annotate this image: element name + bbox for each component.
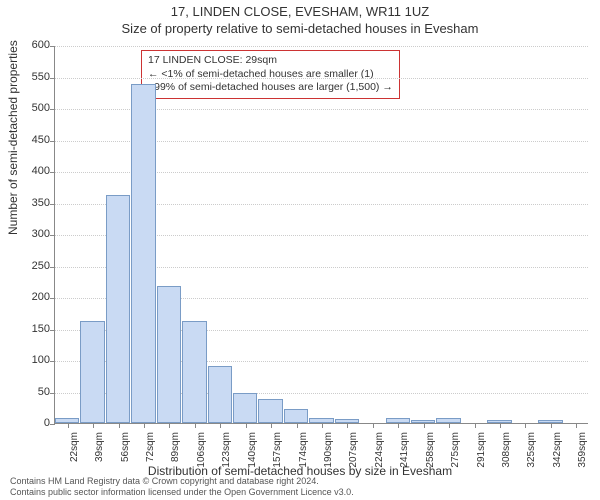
y-tick-label: 400	[10, 165, 50, 177]
x-tick	[551, 423, 552, 428]
y-tick-label: 100	[10, 354, 50, 366]
annotation-line-3: >99% of semi-detached houses are larger …	[148, 81, 393, 95]
x-tick	[93, 423, 94, 428]
footer: Contains HM Land Registry data © Crown c…	[10, 476, 354, 498]
x-tick	[398, 423, 399, 428]
x-tick	[68, 423, 69, 428]
y-tick-label: 50	[10, 386, 50, 398]
x-tick	[271, 423, 272, 428]
histogram-bar	[131, 84, 155, 423]
y-tick	[50, 298, 55, 299]
x-tick	[322, 423, 323, 428]
y-tick	[50, 78, 55, 79]
x-tick-label: 157sqm	[272, 432, 283, 472]
annotation-line-1: 17 LINDEN CLOSE: 29sqm	[148, 54, 393, 68]
y-tick	[50, 172, 55, 173]
x-tick-label: 325sqm	[526, 432, 537, 472]
y-tick	[50, 330, 55, 331]
x-tick	[373, 423, 374, 428]
x-tick-label: 106sqm	[196, 432, 207, 472]
histogram-bar	[233, 393, 257, 423]
y-tick-label: 0	[10, 417, 50, 429]
x-tick	[475, 423, 476, 428]
y-tick-label: 500	[10, 102, 50, 114]
y-tick-label: 550	[10, 71, 50, 83]
y-tick	[50, 204, 55, 205]
chart-container: 17, LINDEN CLOSE, EVESHAM, WR11 1UZ Size…	[0, 0, 600, 500]
grid-line	[55, 46, 588, 47]
y-tick	[50, 235, 55, 236]
y-tick-label: 200	[10, 291, 50, 303]
y-tick-label: 600	[10, 39, 50, 51]
histogram-bar	[284, 409, 308, 423]
x-tick	[500, 423, 501, 428]
x-tick-label: 224sqm	[374, 432, 385, 472]
x-tick	[144, 423, 145, 428]
x-tick	[576, 423, 577, 428]
histogram-bar	[80, 321, 104, 423]
y-tick	[50, 424, 55, 425]
footer-line-1: Contains HM Land Registry data © Crown c…	[10, 476, 354, 487]
y-tick	[50, 393, 55, 394]
y-tick	[50, 141, 55, 142]
y-tick-label: 350	[10, 197, 50, 209]
x-tick-label: 291sqm	[476, 432, 487, 472]
y-tick	[50, 267, 55, 268]
y-tick	[50, 361, 55, 362]
x-tick-label: 359sqm	[577, 432, 588, 472]
x-tick-label: 72sqm	[145, 432, 156, 472]
x-tick	[297, 423, 298, 428]
footer-line-2: Contains public sector information licen…	[10, 487, 354, 498]
histogram-bar	[157, 286, 181, 423]
y-tick	[50, 109, 55, 110]
y-tick	[50, 46, 55, 47]
x-tick-label: 190sqm	[323, 432, 334, 472]
histogram-bar	[182, 321, 206, 423]
x-tick-label: 39sqm	[94, 432, 105, 472]
x-tick-label: 241sqm	[399, 432, 410, 472]
y-tick-label: 250	[10, 260, 50, 272]
x-tick	[449, 423, 450, 428]
x-tick-label: 22sqm	[69, 432, 80, 472]
annotation-box: 17 LINDEN CLOSE: 29sqm ← <1% of semi-det…	[141, 50, 400, 99]
x-tick-label: 258sqm	[425, 432, 436, 472]
histogram-bar	[258, 399, 282, 423]
subtitle: Size of property relative to semi-detach…	[0, 19, 600, 36]
histogram-bar	[106, 195, 130, 423]
x-tick	[119, 423, 120, 428]
x-tick-label: 140sqm	[247, 432, 258, 472]
y-tick-label: 300	[10, 228, 50, 240]
annotation-line-2: ← <1% of semi-detached houses are smalle…	[148, 68, 393, 82]
x-tick	[169, 423, 170, 428]
y-tick-label: 150	[10, 323, 50, 335]
x-tick-label: 275sqm	[450, 432, 461, 472]
x-tick-label: 174sqm	[298, 432, 309, 472]
x-tick	[195, 423, 196, 428]
x-tick-label: 308sqm	[501, 432, 512, 472]
x-tick-label: 123sqm	[221, 432, 232, 472]
plot-area: 17 LINDEN CLOSE: 29sqm ← <1% of semi-det…	[54, 46, 588, 424]
x-tick-label: 342sqm	[552, 432, 563, 472]
x-tick-label: 56sqm	[120, 432, 131, 472]
x-tick	[347, 423, 348, 428]
histogram-bar	[208, 366, 232, 423]
grid-line	[55, 78, 588, 79]
x-tick-label: 89sqm	[170, 432, 181, 472]
y-tick-label: 450	[10, 134, 50, 146]
x-tick	[246, 423, 247, 428]
x-tick	[525, 423, 526, 428]
page-title: 17, LINDEN CLOSE, EVESHAM, WR11 1UZ	[0, 0, 600, 19]
x-tick	[220, 423, 221, 428]
x-tick-label: 207sqm	[348, 432, 359, 472]
x-tick	[424, 423, 425, 428]
